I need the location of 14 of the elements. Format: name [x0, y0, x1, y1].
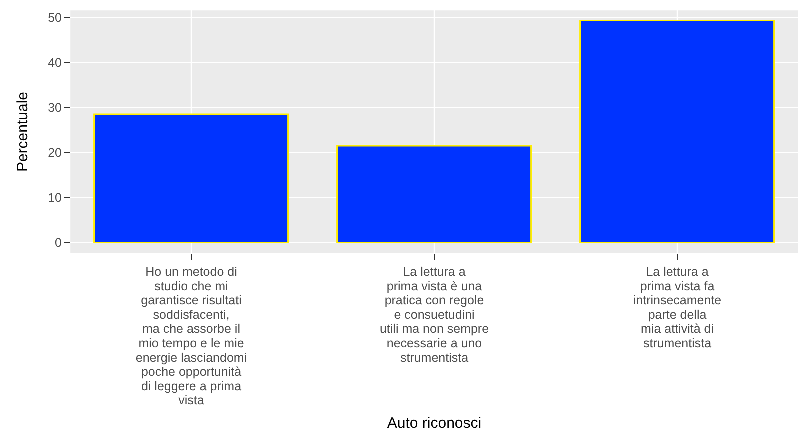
x-axis-title: Auto riconosci — [387, 415, 482, 432]
x-tick-label: La lettura a prima vista è una pratica con regole e consuetudini utili ma non sempre necessarie a uno strumentista — [380, 265, 490, 365]
y-tick-label: 30 — [48, 101, 62, 116]
bar — [94, 114, 290, 244]
y-tick-label: 40 — [48, 56, 62, 70]
y-axis-title: Percentuale — [14, 92, 32, 172]
bar — [336, 145, 532, 244]
category-label: Ho un metodo di studio che mi garantisce risultati soddisfacenti, ma che assorbe il mio tempo e le mie energie lasciandomi poche opportunità di leggere a prima vista — [136, 265, 248, 408]
y-tick-label: 10 — [48, 191, 62, 206]
y-tick-label: 20 — [48, 146, 62, 160]
y-tick-label: 50 — [48, 11, 62, 26]
bar — [580, 20, 776, 244]
y-tick-label: 0 — [55, 236, 62, 250]
x-tick-label: La lettura a prima vista fa intrinsecamente parte della mia attività di strumentista — [633, 265, 722, 350]
